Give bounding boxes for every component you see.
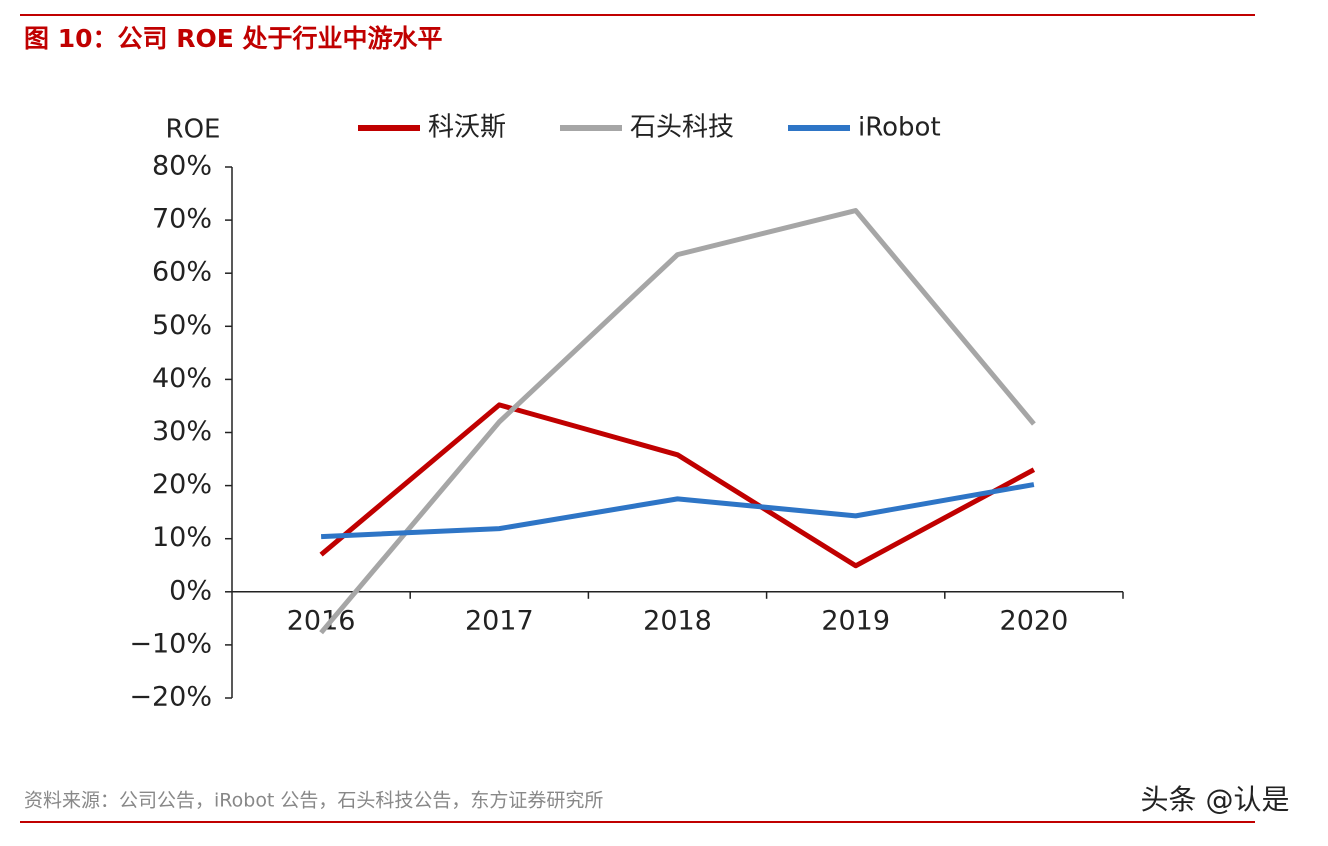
legend-label: 石头科技 [630,113,734,143]
series-line [320,482,1035,540]
x-tick-label: 2018 [643,605,712,636]
y-tick-label: −20% [129,682,212,713]
x-tick-label: 2019 [821,605,890,636]
y-tick-label: 40% [152,363,212,394]
legend-label: 科沃斯 [428,113,506,143]
y-tick-label: 70% [152,204,212,235]
y-tick-label: 50% [152,310,212,341]
y-tick-label: 0% [169,575,212,606]
y-tick-label: 80% [152,151,212,182]
x-tick-label: 2020 [1000,605,1069,636]
chart-title: 图 10：公司 ROE 处于行业中游水平 [24,24,442,53]
y-tick-label: 30% [152,416,212,447]
source-note: 资料来源：公司公告，iRobot 公告，石头科技公告，东方证券研究所 [24,790,603,812]
series-line [319,402,1036,569]
y-tick-label: 10% [152,522,212,553]
y-tick-label: −10% [129,628,212,659]
watermark: 头条 @认是 [1141,783,1290,816]
series-line [319,208,1036,635]
y-axis-label: ROE [166,115,221,145]
x-tick-label: 2017 [465,605,534,636]
legend-label: iRobot [858,113,941,143]
y-tick-label: 20% [152,469,212,500]
y-tick-label: 60% [152,257,212,288]
